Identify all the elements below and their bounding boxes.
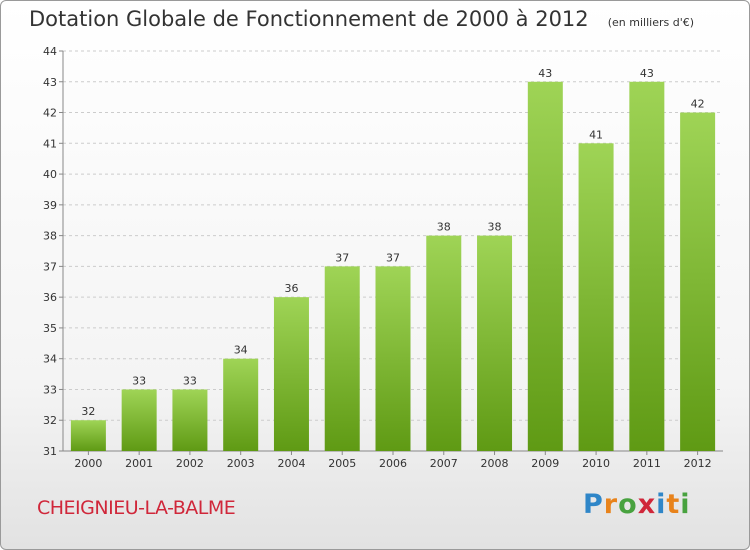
y-tick-label: 38 — [43, 230, 57, 243]
value-label-2012: 42 — [691, 98, 705, 111]
x-tick-label-2002: 2002 — [176, 457, 204, 470]
y-tick-label: 31 — [43, 445, 57, 458]
value-label-2004: 36 — [284, 282, 298, 295]
labels: 31 32 33 34 35 36 37 38 39 40 41 42 43 44 32 2000 33 2001… — [43, 45, 712, 470]
bar-2005 — [324, 266, 360, 451]
y-tick-label: 39 — [43, 199, 57, 212]
value-label-2011: 43 — [640, 67, 654, 80]
x-tick-label-2012: 2012 — [684, 457, 712, 470]
bar-2011 — [629, 81, 665, 452]
bar-2004 — [273, 297, 309, 451]
y-tick-label: 36 — [43, 291, 57, 304]
value-label-2000: 32 — [81, 405, 95, 418]
y-tick-label: 44 — [43, 45, 57, 58]
commune-name: CHEIGNIEU-LA-BALME — [37, 497, 236, 519]
x-tick-label-2009: 2009 — [531, 457, 559, 470]
y-tick-label: 42 — [43, 107, 57, 120]
value-label-2002: 33 — [183, 374, 197, 387]
logo-letter: i — [656, 489, 667, 520]
bar-2007 — [426, 235, 462, 451]
x-tick-label-2008: 2008 — [481, 457, 509, 470]
value-label-2001: 33 — [132, 374, 146, 387]
bar-2006 — [375, 266, 411, 451]
chart-subtitle: (en milliers d'€) — [607, 16, 695, 29]
x-tick-label-2000: 2000 — [74, 457, 102, 470]
bar-2001 — [121, 389, 157, 451]
y-tick-label: 40 — [43, 168, 57, 181]
value-label-2010: 41 — [589, 128, 603, 141]
y-tick-label: 43 — [43, 76, 57, 89]
logo-letter: r — [603, 489, 619, 520]
chart-title: Dotation Globale de Fonctionnement de 20… — [29, 7, 589, 31]
value-label-2005: 37 — [335, 251, 349, 264]
bar-2012 — [680, 112, 716, 452]
logo-letter: o — [618, 489, 638, 520]
x-tick-label-2004: 2004 — [277, 457, 305, 470]
bar-2008 — [477, 235, 513, 451]
x-tick-label-2011: 2011 — [633, 457, 661, 470]
bar-2009 — [527, 81, 563, 452]
x-tick-label-2010: 2010 — [582, 457, 610, 470]
logo-letter: x — [637, 489, 657, 520]
value-label-2003: 34 — [234, 344, 248, 357]
logo-letter: t — [666, 489, 681, 520]
x-tick-label-2003: 2003 — [227, 457, 255, 470]
bar-2000 — [70, 420, 106, 451]
bar-2002 — [172, 389, 208, 451]
y-tick-label: 37 — [43, 260, 57, 273]
y-tick-label: 35 — [43, 322, 57, 335]
x-tick-label-2007: 2007 — [430, 457, 458, 470]
value-label-2009: 43 — [538, 67, 552, 80]
title-row: Dotation Globale de Fonctionnement de 20… — [29, 7, 694, 31]
bars — [70, 81, 716, 452]
y-tick-label: 41 — [43, 137, 57, 150]
proxiti-logo: Proxiti — [583, 489, 691, 520]
x-tick-label-2006: 2006 — [379, 457, 407, 470]
y-tick-label: 33 — [43, 383, 57, 396]
logo-letter: i — [680, 489, 691, 520]
value-label-2008: 38 — [488, 221, 502, 234]
logo-letter: P — [583, 489, 604, 520]
value-label-2006: 37 — [386, 251, 400, 264]
y-tick-label: 34 — [43, 353, 57, 366]
x-tick-label-2005: 2005 — [328, 457, 356, 470]
value-label-2007: 38 — [437, 221, 451, 234]
y-tick-label: 32 — [43, 414, 57, 427]
x-tick-label-2001: 2001 — [125, 457, 153, 470]
bar-2003 — [223, 358, 259, 451]
bar-2010 — [578, 143, 614, 452]
